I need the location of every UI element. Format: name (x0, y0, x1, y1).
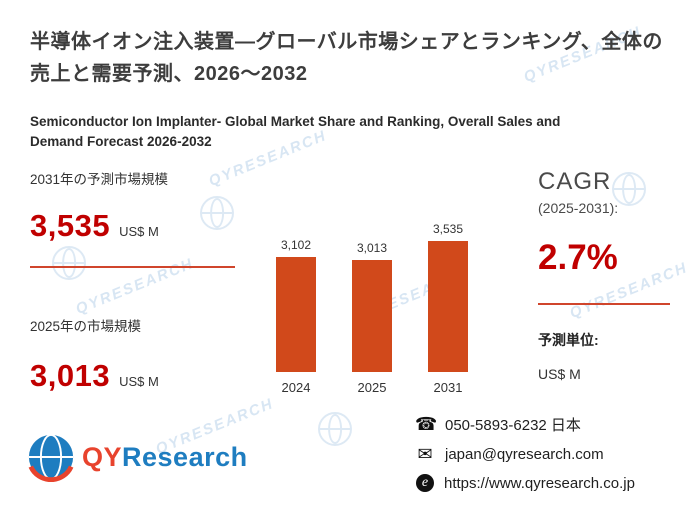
forecast-2031-value-row: 3,535 US$ M (30, 208, 159, 244)
forecast-unit-value: US$ M (538, 366, 581, 382)
market-2025-value: 3,013 (30, 358, 111, 393)
forecast-2031-label: 2031年の予測市場規模 (30, 172, 169, 187)
forecast-unit-label: 予測単位: (538, 332, 599, 348)
watermark-globe-icon (318, 412, 352, 446)
bar-group: 3,013 2025 (349, 241, 395, 395)
right-divider (538, 303, 670, 305)
bar (352, 260, 392, 372)
logo-wordmark: QYResearch (82, 442, 248, 473)
market-2025-label: 2025年の市場規模 (30, 319, 142, 334)
left-divider-top (30, 266, 235, 268)
watermark-globe-icon (52, 246, 86, 280)
contact-email: japan@qyresearch.com (445, 446, 604, 463)
contact-phone-row: ☎ 050-5893-6232 日本 (415, 414, 635, 435)
web-icon: e (416, 474, 434, 492)
bar (276, 257, 316, 372)
bar-value-label: 3,535 (432, 222, 464, 236)
cagr-label: CAGR (538, 168, 612, 195)
bar-group: 3,535 2031 (425, 222, 471, 395)
bar-group: 3,102 2024 (273, 238, 319, 395)
bar-year-label: 2024 (281, 380, 311, 395)
cagr-period: (2025-2031): (538, 200, 619, 216)
contact-website: https://www.qyresearch.co.jp (444, 474, 635, 492)
forecast-2031-unit: US$ M (119, 224, 159, 239)
bar-year-label: 2031 (433, 380, 463, 395)
logo-qy-text: QY (82, 441, 123, 472)
email-icon: ✉ (417, 444, 433, 464)
page-title-japanese: 半導体イオン注入装置—グローバル市場シェアとランキング、全体の売上と需要予測、2… (30, 31, 663, 85)
qyresearch-logo: QYResearch (26, 432, 248, 482)
market-2025-unit: US$ M (119, 374, 159, 389)
phone-icon: ☎ (415, 414, 438, 434)
bar-chart: 3,102 2024 3,013 2025 3,535 2031 (273, 222, 471, 395)
contact-website-row: e https://www.qyresearch.co.jp (415, 474, 635, 492)
bar-year-label: 2025 (357, 380, 387, 395)
cagr-value: 2.7% (538, 238, 618, 277)
bar (428, 241, 468, 372)
watermark: QYRESEARCH (73, 255, 197, 318)
page-title-english: Semiconductor Ion Implanter- Global Mark… (30, 114, 561, 150)
bar-value-label: 3,013 (356, 241, 388, 255)
market-2025-value-row: 3,013 US$ M (30, 358, 159, 394)
globe-logo-icon (26, 432, 76, 482)
contact-email-row: ✉ japan@qyresearch.com (415, 444, 635, 465)
bar-value-label: 3,102 (280, 238, 312, 252)
watermark-globe-icon (200, 196, 234, 230)
logo-research-text: Research (122, 441, 248, 472)
forecast-2031-value: 3,535 (30, 208, 111, 243)
contact-block: ☎ 050-5893-6232 日本 ✉ japan@qyresearch.co… (415, 414, 635, 492)
contact-phone: 050-5893-6232 日本 (445, 417, 581, 434)
